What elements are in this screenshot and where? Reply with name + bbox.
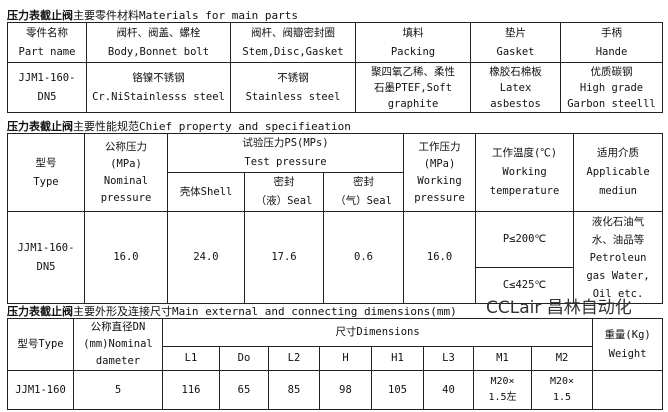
cell: 98 bbox=[319, 370, 372, 410]
dims-table: 型号Type 公称直径DN (mm)Nominal dameter 尺寸Dimens… bbox=[7, 318, 664, 410]
header-row: 壳体Shell 密封 （液）Seal 密封 （气）Seal bbox=[8, 172, 663, 212]
cell: 不锈钢 Stainless steel bbox=[230, 62, 356, 113]
cell: C≤425℃ bbox=[475, 267, 575, 304]
dimensions-header: 尺寸Dimensions bbox=[161, 318, 594, 347]
header-cell: 零件名称 Part name bbox=[7, 22, 87, 63]
cell: 0.6 bbox=[322, 211, 405, 304]
header-cell: 阀杆、阀瓣密封圈 Stem,Disc,Gasket bbox=[230, 22, 356, 63]
table-row: JJM1-160 5 116 65 85 98 105 40 M20× 1.5左 … bbox=[7, 370, 664, 410]
cell: 105 bbox=[371, 370, 424, 410]
cell: 聚四氧乙稀、柔性 石墨PTEF,Soft graphite bbox=[355, 62, 471, 113]
cell: 橡胶石棉板 Latex asbestos bbox=[470, 62, 561, 113]
dn-header: 公称直径DN (mm)Nominal dameter bbox=[73, 318, 163, 371]
dims-title: 压力表截止阀主要外形及连接尺寸Main external and connect… bbox=[7, 305, 457, 318]
seal-liquid-header: 密封 （液）Seal bbox=[244, 172, 324, 212]
shell-header: 壳体Shell bbox=[167, 172, 245, 212]
table-row: JJM1-160- DN5 16.0 24.0 17.6 0.6 16.0 P≤2… bbox=[7, 211, 664, 304]
cell: P≤200℃ bbox=[475, 211, 575, 268]
cell: M20× 1.5左 bbox=[473, 370, 532, 410]
cell: 24.0 bbox=[167, 211, 245, 304]
cell: 5 bbox=[73, 370, 163, 410]
header-cell: 手柄 Hande bbox=[560, 22, 663, 63]
col-header: L2 bbox=[268, 345, 320, 372]
watermark: CCLair 昌林自动化 bbox=[486, 298, 632, 318]
cell: JJM1-160- DN5 bbox=[7, 211, 85, 304]
table-row: JJM1-160- DN5 铬镍不锈钢 Cr.NiStainlesss steel … bbox=[7, 62, 663, 113]
spec-title: 压力表截止阀主要性能规范Chief property and specifiea… bbox=[7, 120, 351, 133]
weight-header: 重量(Kg) Weight bbox=[592, 318, 664, 371]
col-header: M2 bbox=[530, 345, 594, 372]
col-header: M1 bbox=[473, 345, 532, 372]
cell: 液化石油气 水、油品等 Petroleun gas Water, Oil etc. bbox=[573, 211, 664, 304]
cell: 16.0 bbox=[403, 211, 477, 304]
temp-header: 工作温度(℃) Working temperature bbox=[475, 133, 575, 212]
working-header: 工作压力 (MPa) Working pressure bbox=[403, 133, 477, 212]
cell: 40 bbox=[423, 370, 474, 410]
header-row: 零件名称 Part name 阀杆、阀盖、螺栓 Body,Bonnet bolt 阀… bbox=[7, 22, 663, 63]
header-cell: 垫片 Gasket bbox=[470, 22, 561, 63]
header-cell: 填料 Packing bbox=[355, 22, 471, 63]
cell: JJM1-160- DN5 bbox=[7, 62, 87, 113]
cell: 优质碳钢 High grade Garbon steelll bbox=[560, 62, 663, 113]
medium-header: 适用介质 Applicable mediun bbox=[573, 133, 664, 212]
table-row: C≤425℃ bbox=[8, 267, 663, 304]
header-row: 型号Type 公称直径DN (mm)Nominal dameter 尺寸Dimens… bbox=[7, 318, 664, 371]
materials-table: 零件名称 Part name 阀杆、阀盖、螺栓 Body,Bonnet bolt 阀… bbox=[7, 22, 663, 113]
col-header: Do bbox=[219, 345, 269, 372]
test-header: 试验压力PS(MPs) Test pressure bbox=[166, 133, 405, 173]
cell: 85 bbox=[268, 370, 320, 410]
header-row: 型号 Type 公称压力 (MPa) Nominal pressure 试验压力PS(M… bbox=[7, 133, 664, 212]
materials-title: 压力表截止阀主要零件材料Materials for main parts bbox=[7, 9, 298, 22]
cell bbox=[592, 370, 664, 410]
nominal-header: 公称压力 (MPa) Nominal pressure bbox=[84, 133, 168, 212]
header-cell: 阀杆、阀盖、螺栓 Body,Bonnet bolt bbox=[86, 22, 231, 63]
col-header: L3 bbox=[423, 345, 474, 372]
cell: 65 bbox=[219, 370, 269, 410]
cell: M20× 1.5 bbox=[530, 370, 594, 410]
spec-table: 型号 Type 公称压力 (MPa) Nominal pressure 试验压力PS(M… bbox=[7, 133, 664, 304]
col-header: H1 bbox=[371, 345, 424, 372]
type-header: 型号Type bbox=[7, 318, 74, 371]
cell: 17.6 bbox=[244, 211, 324, 304]
col-header: L1 bbox=[162, 345, 220, 372]
seal-gas-header: 密封 （气）Seal bbox=[322, 172, 405, 212]
col-header: H bbox=[319, 345, 372, 372]
cell: 16.0 bbox=[84, 211, 168, 304]
cell: 116 bbox=[162, 370, 220, 410]
header-row: L1 Do L2 H H1 L3 M1 M2 bbox=[8, 345, 663, 372]
cell: 铬镍不锈钢 Cr.NiStainlesss steel bbox=[86, 62, 231, 113]
cell: JJM1-160 bbox=[7, 370, 74, 410]
